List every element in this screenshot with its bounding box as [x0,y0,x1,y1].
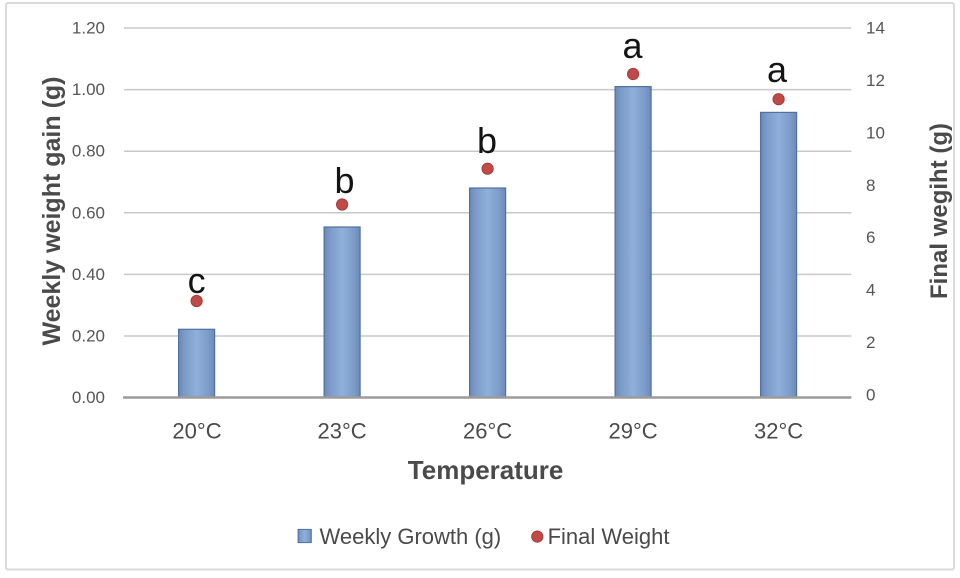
svg-text:c: c [188,260,206,301]
svg-text:Final Weight: Final Weight [548,524,670,549]
svg-text:b: b [477,120,497,161]
svg-text:b: b [334,160,354,201]
svg-text:32°C: 32°C [754,419,803,444]
svg-text:Weekly Growth (g): Weekly Growth (g) [320,524,502,549]
svg-text:12: 12 [866,71,885,90]
svg-text:a: a [767,49,788,90]
svg-text:10: 10 [866,123,885,142]
svg-text:23°C: 23°C [318,419,367,444]
svg-text:Final wegiht (g): Final wegiht (g) [926,123,953,299]
svg-text:Temperature: Temperature [408,455,564,485]
svg-text:8: 8 [866,176,875,195]
svg-text:2: 2 [866,333,875,352]
svg-text:26°C: 26°C [463,419,512,444]
svg-text:0.80: 0.80 [72,142,105,161]
svg-text:0: 0 [866,386,875,405]
svg-text:1.20: 1.20 [72,19,105,38]
svg-text:29°C: 29°C [609,419,658,444]
svg-text:20°C: 20°C [172,419,221,444]
svg-text:14: 14 [866,19,885,38]
svg-text:Weekly weight gain (g): Weekly weight gain (g) [38,76,66,345]
svg-text:0.60: 0.60 [72,203,105,222]
svg-text:4: 4 [866,281,875,300]
svg-text:6: 6 [866,228,875,247]
svg-text:1.00: 1.00 [72,80,105,99]
svg-text:0.20: 0.20 [72,327,105,346]
svg-text:a: a [622,25,643,66]
svg-text:0.40: 0.40 [72,265,105,284]
svg-text:0.00: 0.00 [72,388,105,407]
